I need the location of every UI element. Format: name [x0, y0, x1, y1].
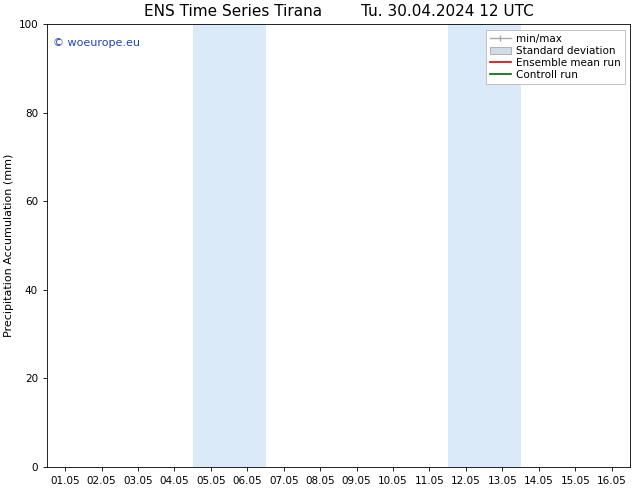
Title: ENS Time Series Tirana        Tu. 30.04.2024 12 UTC: ENS Time Series Tirana Tu. 30.04.2024 12… [143, 4, 533, 19]
Bar [448, 24, 521, 467]
Legend: min/max, Standard deviation, Ensemble mean run, Controll run: min/max, Standard deviation, Ensemble me… [486, 30, 624, 84]
Bar [193, 24, 266, 467]
Y-axis label: Precipitation Accumulation (mm): Precipitation Accumulation (mm) [4, 154, 14, 337]
Text: © woeurope.eu: © woeurope.eu [53, 38, 140, 48]
